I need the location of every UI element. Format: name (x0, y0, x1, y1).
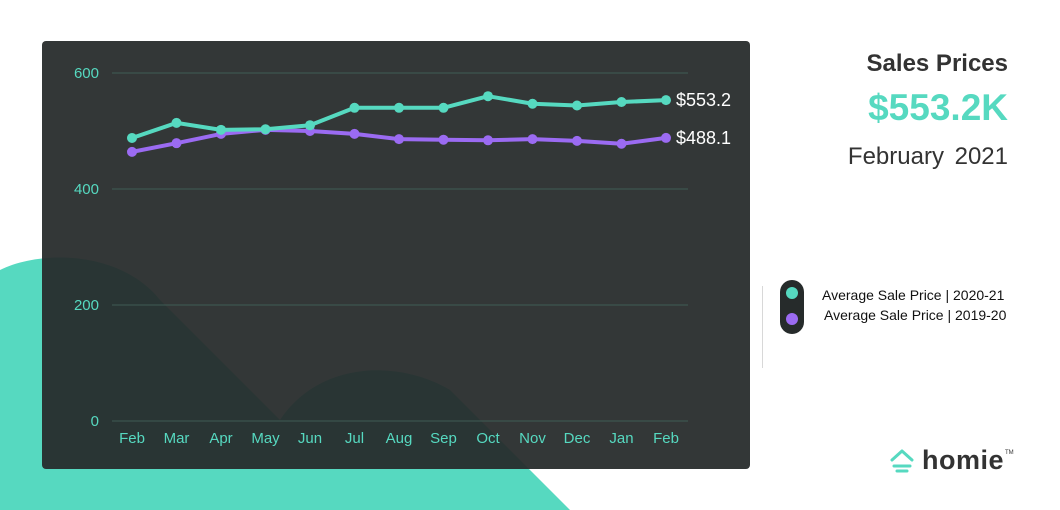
legend-marker-pill (780, 280, 804, 334)
x-tick-label: Nov (519, 430, 546, 447)
x-tick-label: Jul (345, 430, 364, 447)
legend-label-2020-21: Average Sale Price | 2020-21 (822, 287, 1005, 303)
chart-panel: 0 200 400 600 Feb Mar Apr May Jun Jul Aug Sep Oct Nov… (42, 41, 750, 469)
data-point (127, 146, 137, 157)
brand-logo: homie TM (888, 444, 1014, 476)
y-tick-label: 0 (91, 413, 99, 430)
x-tick-label: Apr (209, 430, 232, 447)
data-point (127, 132, 137, 143)
legend-label-2019-20: Average Sale Price | 2019-20 (824, 307, 1007, 323)
data-point (661, 95, 671, 106)
brand-trademark: TM (1005, 450, 1014, 456)
x-tick-label: Aug (386, 430, 413, 447)
summary-title: Sales Prices (866, 50, 1008, 77)
data-point (438, 102, 449, 113)
data-point (527, 98, 538, 109)
chart-legend: Average Sale Price | 2020-21 Average Sal… (762, 280, 1052, 370)
data-point (171, 117, 182, 128)
data-point (394, 102, 404, 113)
data-point (616, 97, 627, 107)
series-line (130, 94, 668, 140)
x-tick-label: Feb (653, 430, 679, 447)
legend-dot-2019-20 (786, 313, 798, 325)
data-point (216, 124, 226, 135)
data-point (438, 134, 449, 145)
data-point (305, 120, 315, 131)
y-tick-label: 600 (74, 65, 99, 82)
data-point (616, 138, 627, 149)
y-tick-label: 200 (74, 297, 99, 314)
data-point (394, 134, 404, 145)
data-point (572, 135, 582, 146)
brand-name: homie (922, 444, 1005, 475)
end-value-label: $553.2 (676, 90, 731, 110)
summary-value: $553.2K (868, 87, 1008, 128)
data-point (349, 102, 360, 113)
data-point (661, 132, 671, 143)
data-point (171, 138, 182, 149)
y-tick-label: 400 (74, 181, 99, 198)
data-point (483, 91, 493, 102)
summary-date: February 2021 (847, 143, 1008, 170)
line-chart: 0 200 400 600 Feb Mar Apr May Jun Jul Aug Sep Oct Nov… (74, 65, 731, 447)
x-tick-label: Sep (430, 430, 457, 447)
x-tick-label: Dec (564, 430, 591, 447)
x-tick-label: Oct (476, 430, 500, 447)
house-icon (890, 449, 914, 473)
data-point (349, 128, 360, 139)
legend-divider (762, 286, 763, 368)
data-point (527, 134, 538, 145)
end-value-label: $488.1 (676, 128, 731, 148)
x-tick-label: Mar (164, 430, 190, 447)
x-tick-label: Jan (609, 430, 633, 447)
data-point (483, 135, 493, 146)
x-tick-label: May (251, 430, 280, 447)
data-point (260, 124, 271, 135)
x-tick-label: Feb (119, 430, 145, 447)
data-point (572, 100, 582, 111)
x-tick-label: Jun (298, 430, 322, 447)
legend-dot-2020-21 (786, 287, 798, 299)
